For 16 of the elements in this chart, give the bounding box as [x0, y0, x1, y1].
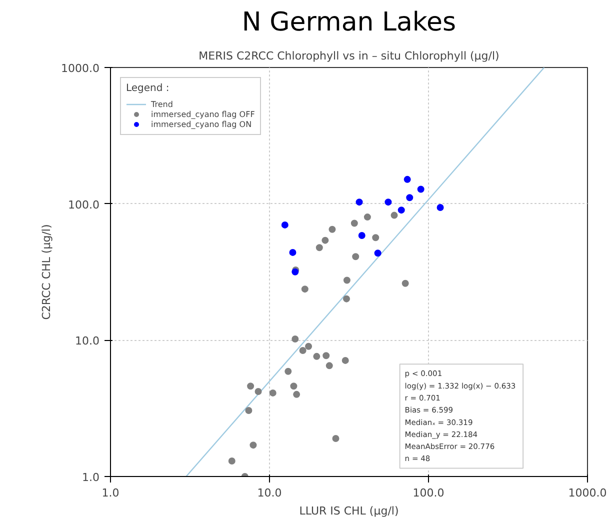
y-tick-label: 1.0 [82, 471, 100, 484]
x-tick-label: 1.0 [102, 486, 120, 500]
y-tick-label: 1000.0 [61, 62, 100, 75]
y-axis-title: C2RCC CHL (µg/l) [40, 224, 54, 320]
legend-label: immersed_cyano flag OFF [151, 109, 255, 119]
x-tick-label: 1000.0 [568, 486, 607, 500]
x-tick-label: 100.0 [412, 486, 444, 500]
chart-title: N German Lakes [242, 8, 456, 38]
x-tick-label: 10.0 [257, 486, 282, 500]
legend-label: immersed_cyano flag ON [151, 119, 252, 129]
legend-title: Legend : [126, 83, 170, 94]
legend-label: Trend [151, 99, 173, 109]
x-axis-title: LLUR IS CHL (µg/l) [299, 504, 399, 518]
y-tick-label: 100.0 [68, 198, 100, 212]
y-tick-label: 10.0 [75, 334, 100, 348]
chart-subtitle: MERIS C2RCC Chlorophyll vs in – situ Chlorophyll (µg/l) [198, 50, 500, 62]
